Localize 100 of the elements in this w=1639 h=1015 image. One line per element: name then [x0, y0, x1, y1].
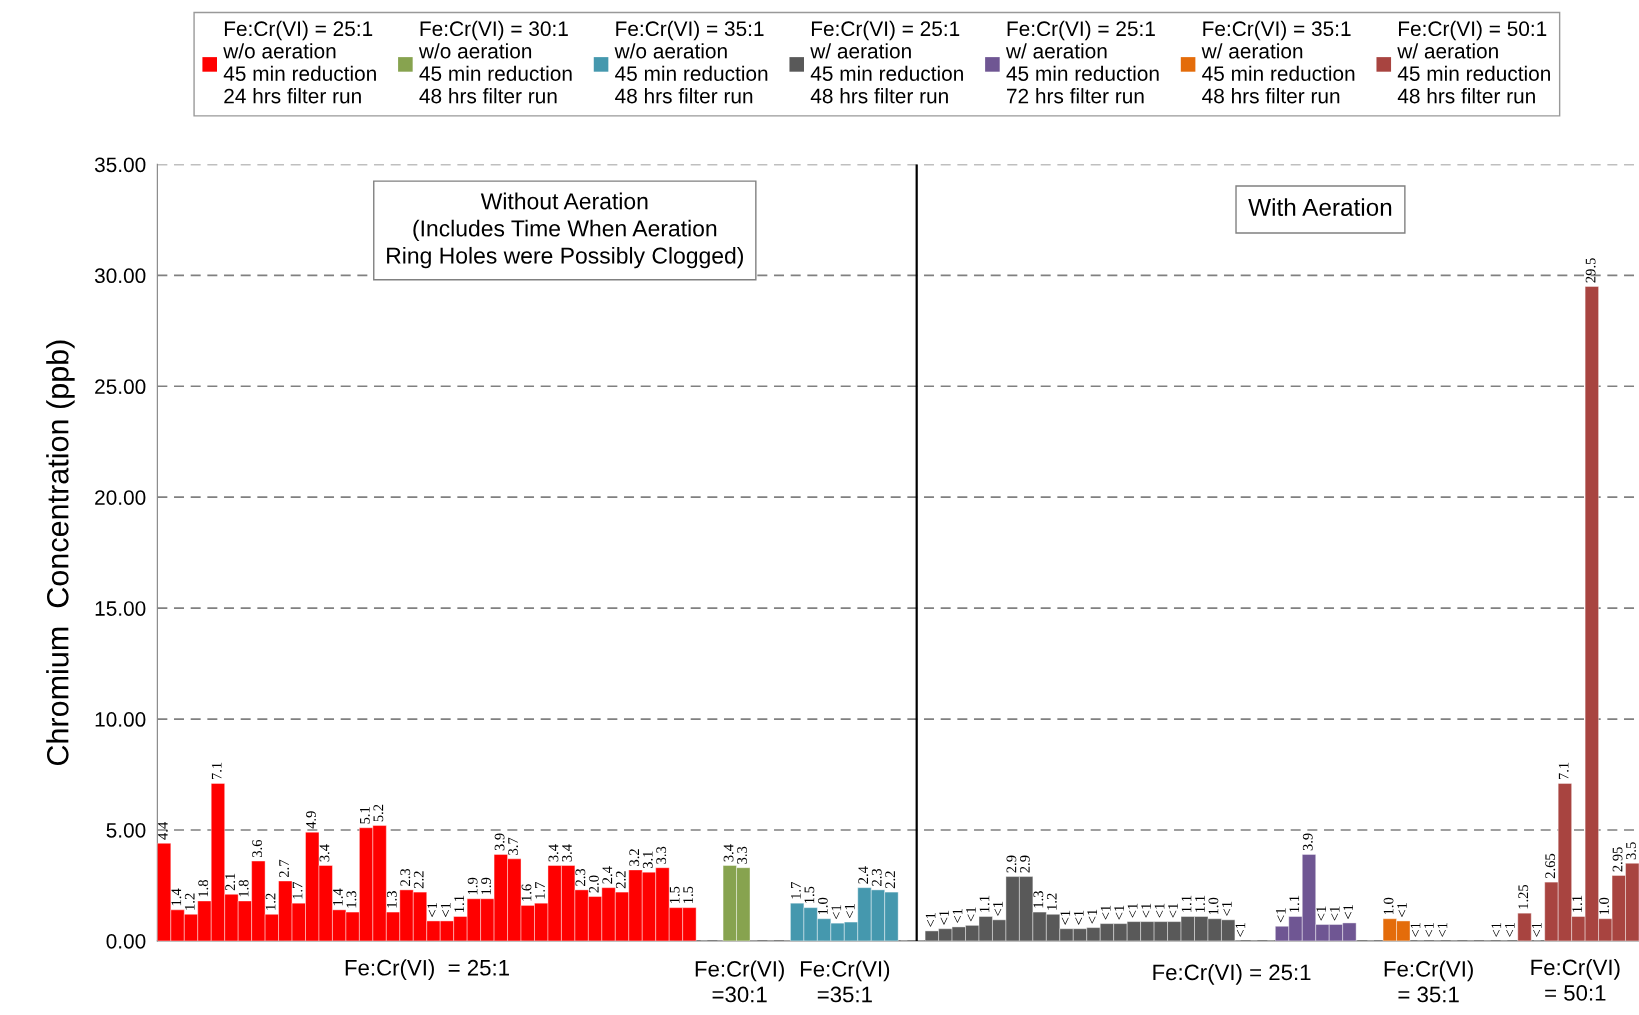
data-label: 1.2	[265, 893, 276, 910]
data-label: <1	[993, 901, 1003, 916]
data-label: <1	[1073, 910, 1084, 925]
data-label: 1.5	[669, 886, 680, 904]
text: Fe:Cr(VI) = 25:1	[345, 959, 509, 980]
data-label: 3.4	[548, 844, 559, 862]
data-label: 1.6	[521, 884, 532, 901]
legend-label: Fe:Cr(VI) = 35:1 w/o aeration 45 min reduction 48 hrs filter run	[614, 20, 768, 104]
legend-label: Fe:Cr(VI) = 25:1 w/ aeration 45 min reduction 72 hrs filter run	[1005, 20, 1159, 104]
data-label: <1	[1397, 902, 1407, 917]
data-label: <1	[925, 912, 936, 927]
data-label: 1.8	[238, 879, 249, 897]
data-label: <1	[440, 902, 451, 917]
data-label: 1.7	[791, 882, 801, 899]
data-label: <1	[1343, 904, 1353, 919]
data-label: 3.2	[629, 849, 640, 866]
data-label: 1.25	[1518, 884, 1529, 909]
data-label: 1.8	[198, 879, 209, 897]
data-label: <1	[844, 904, 855, 918]
data-label: 2.3	[871, 868, 882, 886]
data-label: 2.2	[413, 871, 424, 889]
text: Fe:Cr(VI) =30:1	[695, 960, 784, 1003]
data-label: <1	[1168, 903, 1178, 918]
text: Fe:Cr(VI) = 35:1	[1384, 960, 1473, 1003]
data-label: 1.1	[1289, 895, 1300, 912]
data-label: 3.7	[508, 837, 518, 855]
data-label: 1.0	[817, 897, 828, 915]
data-label: 3.3	[656, 846, 667, 864]
y-tick-label: 10.00	[95, 712, 146, 727]
data-label: 1.1	[1195, 895, 1205, 912]
data-label: 1.3	[346, 891, 357, 908]
annotation: Without Aeration (Includes Time When Aeration Ring Holes were Possibly Clogged)	[387, 192, 743, 269]
y-tick-label: 15.00	[95, 601, 146, 616]
y-tick-label: 5.00	[106, 822, 146, 838]
y-tick-label: 30.00	[94, 268, 146, 284]
data-label: 1.3	[1033, 891, 1044, 908]
data-label: <1	[1275, 908, 1286, 923]
legend-label: Fe:Cr(VI) = 25:1 w/o aeration 45 min reduction 24 hrs filter run	[223, 20, 376, 104]
data-label: <1	[1316, 906, 1326, 921]
data-label: 3.4	[319, 844, 330, 862]
data-label: 1.5	[804, 886, 815, 904]
data-label: 5.2	[373, 804, 384, 822]
legend-label: Fe:Cr(VI) = 35:1 w/ aeration 45 min reduction 48 hrs filter run	[1201, 20, 1355, 104]
text: <1	[1235, 922, 1246, 937]
data-label: 1.1	[979, 895, 990, 912]
y-tick-label: 35.00	[94, 157, 146, 173]
text: <1	[1424, 922, 1434, 937]
data-label: <1	[1127, 903, 1138, 918]
data-label: 2.0	[588, 875, 599, 893]
data-label: 1.7	[292, 882, 303, 899]
y-tick-label: 20.00	[95, 490, 146, 505]
data-label: <1	[966, 907, 976, 922]
data-label: <1	[1114, 905, 1124, 920]
data-label: 7.1	[1558, 762, 1569, 780]
data-label: <1	[427, 902, 437, 917]
data-label: 1.9	[467, 877, 478, 895]
data-label: 1.5	[683, 886, 694, 904]
data-label: <1	[1154, 903, 1165, 918]
data-label: 5.1	[360, 807, 370, 824]
data-label: 29.5	[1585, 258, 1596, 283]
data-label: 1.7	[535, 882, 545, 899]
data-label: <1	[1060, 910, 1071, 925]
data-label: 7.1	[211, 762, 222, 780]
data-label: <1	[939, 910, 949, 925]
data-label: 3.6	[252, 839, 263, 858]
y-tick-label: 25.00	[95, 379, 146, 395]
data-label: 3.9	[494, 833, 505, 851]
text: <1	[1504, 922, 1515, 937]
data-label: 3.4	[723, 844, 734, 862]
data-label: 3.5	[1626, 842, 1636, 860]
data-label: 2.7	[279, 859, 290, 878]
data-label: 2.65	[1545, 853, 1556, 879]
data-label: 3.1	[642, 851, 653, 869]
data-label: <1	[1100, 905, 1111, 920]
data-label: 2.4	[858, 866, 869, 884]
data-label: 1.1	[454, 895, 465, 912]
data-label: 1.0	[1383, 897, 1394, 915]
data-label: 3.9	[1302, 833, 1313, 851]
text: Fe:Cr(VI) =35:1	[800, 960, 890, 1003]
data-label: 1.2	[1046, 893, 1057, 910]
data-label: 1.1	[1181, 895, 1192, 912]
data-label: 2.9	[1006, 855, 1017, 873]
data-label: 1.4	[171, 888, 182, 906]
text: <1	[1491, 922, 1502, 937]
annotation: With Aeration	[1248, 198, 1392, 216]
data-label: 1.3	[386, 891, 397, 908]
data-label: 1.2	[184, 893, 195, 910]
y-tick-label: 0.00	[106, 933, 146, 949]
data-label: 2.3	[400, 868, 411, 886]
data-label: 2.2	[615, 871, 626, 889]
data-label: 4.4	[157, 821, 168, 840]
y-axis-title: Chromium Concentration (ppb)	[46, 340, 75, 766]
text: <1	[1531, 922, 1542, 937]
data-label: <1	[952, 908, 963, 923]
data-label: <1	[1222, 901, 1232, 916]
data-label: 3.3	[737, 846, 747, 864]
legend-label: Fe:Cr(VI) = 50:1 w/ aeration 45 min reduction 48 hrs filter run	[1397, 20, 1550, 104]
text: <1	[1410, 922, 1421, 937]
data-label: 1.0	[1599, 897, 1610, 915]
data-label: 2.2	[885, 871, 896, 889]
